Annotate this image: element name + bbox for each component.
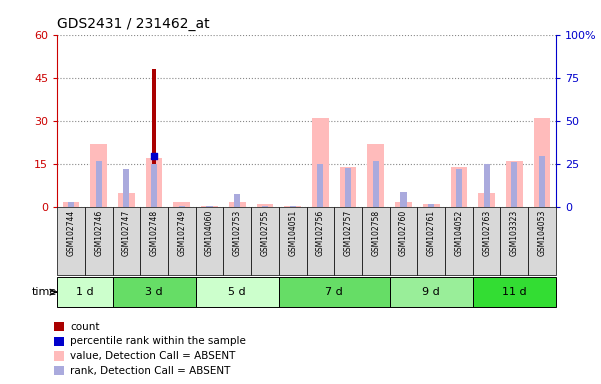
- Bar: [400, 192, 406, 207]
- Bar: [484, 164, 490, 207]
- Text: GSM104060: GSM104060: [205, 209, 214, 256]
- Text: GSM102763: GSM102763: [482, 209, 491, 256]
- Bar: [428, 204, 435, 207]
- Text: GSM102757: GSM102757: [344, 209, 353, 256]
- Text: GSM102748: GSM102748: [150, 209, 159, 255]
- Bar: [90, 144, 107, 207]
- Bar: [345, 167, 351, 207]
- Bar: [229, 202, 246, 207]
- FancyBboxPatch shape: [307, 207, 334, 275]
- Text: 11 d: 11 d: [502, 287, 526, 297]
- Text: GSM103323: GSM103323: [510, 209, 519, 256]
- FancyBboxPatch shape: [168, 207, 196, 275]
- Bar: [118, 193, 135, 207]
- Bar: [534, 118, 551, 207]
- FancyBboxPatch shape: [389, 277, 473, 307]
- Bar: [373, 161, 379, 207]
- FancyBboxPatch shape: [140, 207, 168, 275]
- Bar: [284, 206, 301, 207]
- FancyBboxPatch shape: [501, 207, 528, 275]
- Text: 7 d: 7 d: [325, 287, 343, 297]
- Text: GSM102749: GSM102749: [177, 209, 186, 256]
- Bar: [63, 202, 79, 207]
- FancyBboxPatch shape: [279, 207, 307, 275]
- Text: GSM102756: GSM102756: [316, 209, 325, 256]
- Text: GDS2431 / 231462_at: GDS2431 / 231462_at: [57, 17, 210, 31]
- Text: GSM102744: GSM102744: [67, 209, 76, 256]
- Text: 3 d: 3 d: [145, 287, 163, 297]
- Bar: [174, 202, 190, 207]
- Bar: [456, 169, 462, 207]
- Text: GSM104052: GSM104052: [454, 209, 463, 256]
- Bar: [201, 206, 218, 207]
- FancyBboxPatch shape: [473, 277, 556, 307]
- Bar: [153, 69, 156, 207]
- FancyBboxPatch shape: [417, 207, 445, 275]
- Bar: [68, 202, 74, 207]
- Bar: [340, 167, 356, 207]
- FancyBboxPatch shape: [112, 207, 140, 275]
- Bar: [262, 206, 268, 207]
- Bar: [207, 206, 213, 207]
- FancyBboxPatch shape: [112, 277, 196, 307]
- FancyBboxPatch shape: [473, 207, 501, 275]
- Text: GSM102761: GSM102761: [427, 209, 436, 255]
- FancyBboxPatch shape: [362, 207, 389, 275]
- Bar: [478, 193, 495, 207]
- Bar: [257, 204, 273, 207]
- Text: time: time: [31, 287, 56, 297]
- Text: GSM102755: GSM102755: [260, 209, 269, 256]
- Text: count: count: [70, 322, 100, 332]
- FancyBboxPatch shape: [528, 207, 556, 275]
- Bar: [317, 164, 323, 207]
- Bar: [290, 206, 296, 207]
- Bar: [146, 159, 162, 207]
- Text: GSM102747: GSM102747: [122, 209, 131, 256]
- Bar: [506, 161, 523, 207]
- Text: GSM102753: GSM102753: [233, 209, 242, 256]
- Text: rank, Detection Call = ABSENT: rank, Detection Call = ABSENT: [70, 366, 231, 376]
- Text: GSM104053: GSM104053: [537, 209, 546, 256]
- Bar: [151, 164, 157, 207]
- FancyBboxPatch shape: [251, 207, 279, 275]
- Text: GSM102758: GSM102758: [371, 209, 380, 255]
- Bar: [123, 169, 129, 207]
- Bar: [178, 206, 185, 207]
- FancyBboxPatch shape: [224, 207, 251, 275]
- Bar: [234, 194, 240, 207]
- FancyBboxPatch shape: [57, 277, 112, 307]
- FancyBboxPatch shape: [196, 277, 279, 307]
- Text: GSM104051: GSM104051: [288, 209, 297, 256]
- FancyBboxPatch shape: [85, 207, 112, 275]
- Point: [149, 152, 159, 159]
- Text: 9 d: 9 d: [423, 287, 440, 297]
- Bar: [312, 118, 329, 207]
- Bar: [367, 144, 384, 207]
- Bar: [423, 204, 439, 207]
- Bar: [451, 167, 467, 207]
- Text: percentile rank within the sample: percentile rank within the sample: [70, 336, 246, 346]
- FancyBboxPatch shape: [389, 207, 417, 275]
- Text: GSM102746: GSM102746: [94, 209, 103, 256]
- Text: value, Detection Call = ABSENT: value, Detection Call = ABSENT: [70, 351, 236, 361]
- FancyBboxPatch shape: [334, 207, 362, 275]
- FancyBboxPatch shape: [445, 207, 473, 275]
- Bar: [96, 161, 102, 207]
- FancyBboxPatch shape: [196, 207, 224, 275]
- Bar: [395, 202, 412, 207]
- Text: GSM102760: GSM102760: [399, 209, 408, 256]
- Text: 1 d: 1 d: [76, 287, 94, 297]
- Bar: [511, 162, 517, 207]
- Bar: [539, 156, 545, 207]
- Text: 5 d: 5 d: [228, 287, 246, 297]
- FancyBboxPatch shape: [279, 277, 389, 307]
- FancyBboxPatch shape: [57, 207, 85, 275]
